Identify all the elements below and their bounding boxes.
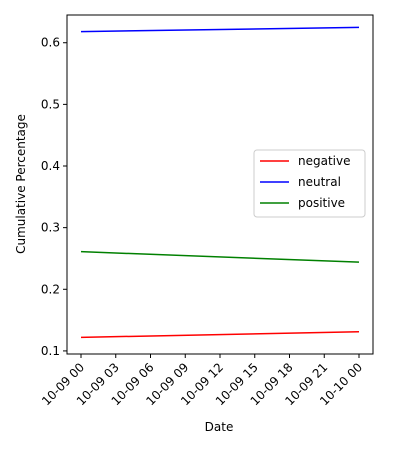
legend-label-neutral: neutral	[298, 175, 341, 189]
y-tick-label: 0.4	[41, 159, 60, 173]
y-tick-label: 0.5	[41, 97, 60, 111]
legend-label-negative: negative	[298, 154, 350, 168]
series-lines	[80, 26, 360, 339]
series-line-neutral	[80, 26, 360, 33]
y-tick-label: 0.2	[41, 282, 60, 296]
x-axis-title: Date	[205, 420, 234, 434]
legend-box	[253, 149, 366, 218]
y-tick-label: 0.3	[41, 221, 60, 235]
series-line-positive	[80, 250, 360, 263]
y-tick-label: 0.6	[41, 36, 60, 50]
series-line-negative	[80, 331, 360, 339]
y-tick-label: 0.1	[41, 344, 60, 358]
y-axis-title: Cumulative Percentage	[14, 114, 28, 254]
legend-label-positive: positive	[298, 196, 345, 210]
legend: negative neutral positive	[253, 149, 366, 218]
